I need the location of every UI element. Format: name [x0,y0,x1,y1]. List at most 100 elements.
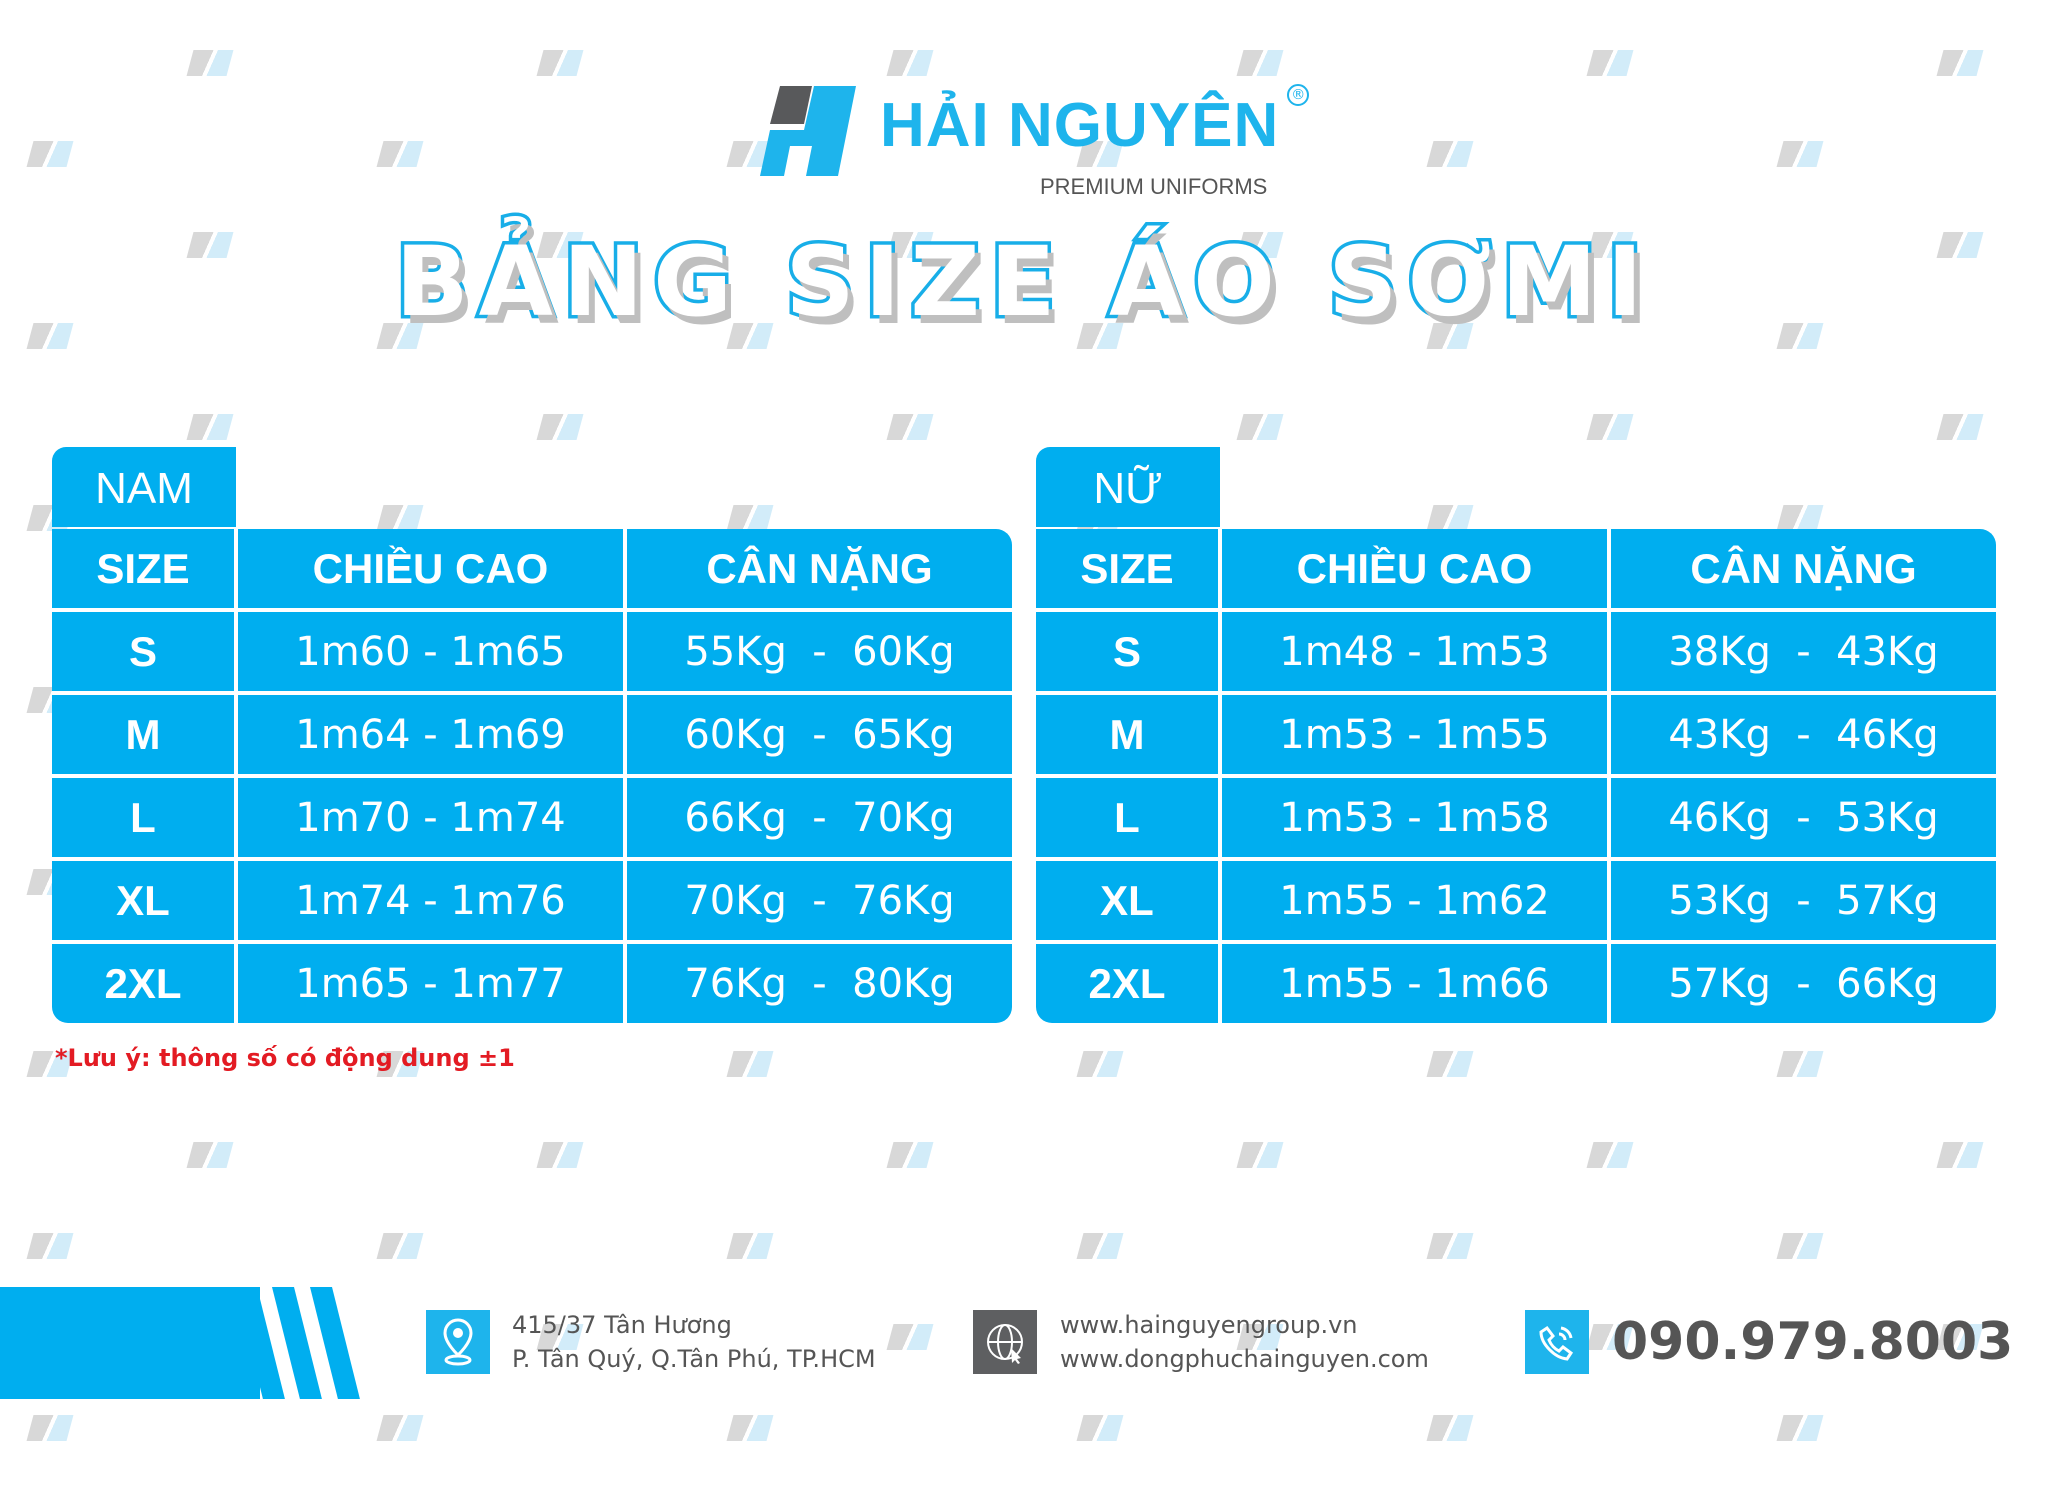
cell-size: S [1036,612,1222,695]
watermark-logo [186,1142,234,1170]
watermark-mark-icon [1586,414,1634,440]
watermark-logo [1936,1142,1984,1170]
cell-size: XL [1036,861,1222,944]
location-pin-icon [426,1310,490,1374]
footer-websites: www.hainguyengroup.vn www.dongphuchaingu… [1060,1308,1429,1376]
watermark-logo [886,1142,934,1170]
watermark-mark-icon [886,50,934,76]
watermark-mark-icon [376,141,424,167]
watermark-mark-icon [26,141,74,167]
cell-weight: 66Kg - 70Kg [627,778,1012,861]
size-grid-men: SIZE CHIỀU CAO CÂN NẶNG S 1m60 - 1m65 55Kg - … [52,529,1012,1023]
watermark-mark-icon [886,1142,934,1168]
cell-weight: 53Kg - 57Kg [1611,861,1996,944]
watermark-mark-icon [1426,1233,1474,1259]
size-table-men: NAM SIZE CHIỀU CAO CÂN NẶNG S 1m60 - 1m65 55K… [52,447,1012,1023]
footer-accent-band [0,1287,260,1399]
watermark-logo [1426,141,1474,169]
watermark-mark-icon [886,414,934,440]
phone-number[interactable]: 090.979.8003 [1612,1312,2014,1372]
watermark-mark-icon [1936,1142,1984,1168]
watermark-logo [1776,141,1824,169]
cell-weight: 70Kg - 76Kg [627,861,1012,944]
cell-size: L [1036,778,1222,861]
watermark-mark-icon [1776,141,1824,167]
cell-height: 1m70 - 1m74 [238,778,627,861]
cell-size: S [52,612,238,695]
website-link-2[interactable]: www.dongphuchainguyen.com [1060,1345,1429,1373]
watermark-logo [726,1233,774,1261]
watermark-logo [1076,1415,1124,1443]
website-link-1[interactable]: www.hainguyengroup.vn [1060,1311,1358,1339]
cell-height: 1m74 - 1m76 [238,861,627,944]
watermark-mark-icon [1236,50,1284,76]
watermark-mark-icon [1776,1233,1824,1259]
cell-weight: 57Kg - 66Kg [1668,961,1939,1007]
watermark-mark-icon [1076,1415,1124,1441]
watermark-logo [1776,1233,1824,1261]
watermark-logo [1586,1142,1634,1170]
logo-h-icon [760,86,856,176]
watermark-mark-icon [1586,50,1634,76]
cell-size: 2XL [52,944,238,1023]
watermark-mark-icon [726,1415,774,1441]
watermark-logo [1426,1051,1474,1079]
watermark-mark-icon [726,1233,774,1259]
globe-www-icon [973,1310,1037,1374]
watermark-mark-icon [1586,1142,1634,1168]
page-title: BẢNG SIZE ÁO SƠMI [392,223,1653,342]
size-table-women: NỮ SIZE CHIỀU CAO CÂN NẶNG S 1m48 - 1m53 38Kg… [1036,447,1996,1023]
cell-height: 1m53 - 1m58 [1222,778,1611,861]
watermark-logo [886,414,934,442]
column-header-weight: CÂN NẶNG [1611,529,1996,612]
watermark-mark-icon [886,1324,934,1350]
watermark-mark-icon [1776,1415,1824,1441]
cell-height: 1m55 - 1m66 [1222,944,1611,1023]
cell-weight: 60Kg - 65Kg [627,695,1012,778]
watermark-logo [1236,50,1284,78]
address-line-1: 415/37 Tân Hương [512,1311,732,1339]
watermark-logo [376,1233,424,1261]
watermark-logo [186,50,234,78]
watermark-logo [376,1415,424,1443]
watermark-mark-icon [376,1415,424,1441]
watermark-mark-icon [1076,1233,1124,1259]
watermark-mark-icon [536,50,584,76]
watermark-mark-icon [376,1233,424,1259]
watermark-logo [186,414,234,442]
watermark-mark-icon [26,1233,74,1259]
cell-weight: 55Kg - 60Kg [627,612,1012,695]
watermark-mark-icon [1076,1051,1124,1077]
cell-weight: 38Kg - 43Kg [1611,612,1996,695]
watermark-logo [536,50,584,78]
registered-mark: ® [1287,84,1310,106]
watermark-mark-icon [26,1415,74,1441]
column-header-height: CHIỀU CAO [1222,529,1611,612]
cell-size: L [52,778,238,861]
watermark-logo [1076,1233,1124,1261]
footer-address: 415/37 Tân Hương P. Tân Quý, Q.Tân Phú, … [512,1308,876,1376]
watermark-logo [726,1051,774,1079]
watermark-mark-icon [1776,1051,1824,1077]
watermark-logo [1586,414,1634,442]
watermark-logo [886,50,934,78]
watermark-logo [536,414,584,442]
watermark-logo [1586,50,1634,78]
watermark-mark-icon [186,414,234,440]
watermark-mark-icon [536,414,584,440]
watermark-logo [1936,50,1984,78]
watermark-logo [726,1415,774,1443]
column-header-size: SIZE [1036,529,1222,612]
brand-name: HẢI NGUYÊN [880,91,1280,160]
cell-height: 1m55 - 1m62 [1222,861,1611,944]
column-header-weight: CÂN NẶNG [627,529,1012,612]
watermark-logo [1936,414,1984,442]
cell-height: 1m53 - 1m55 [1222,695,1611,778]
watermark-mark-icon [1426,141,1474,167]
phone-icon [1525,1310,1589,1374]
cell-height: 1m64 - 1m69 [238,695,627,778]
tolerance-note: *Lưu ý: thông số có động dung ±1 [55,1044,515,1072]
cell-weight: 43Kg - 46Kg [1611,695,1996,778]
watermark-logo [26,141,74,169]
address-line-2: P. Tân Quý, Q.Tân Phú, TP.HCM [512,1345,876,1373]
